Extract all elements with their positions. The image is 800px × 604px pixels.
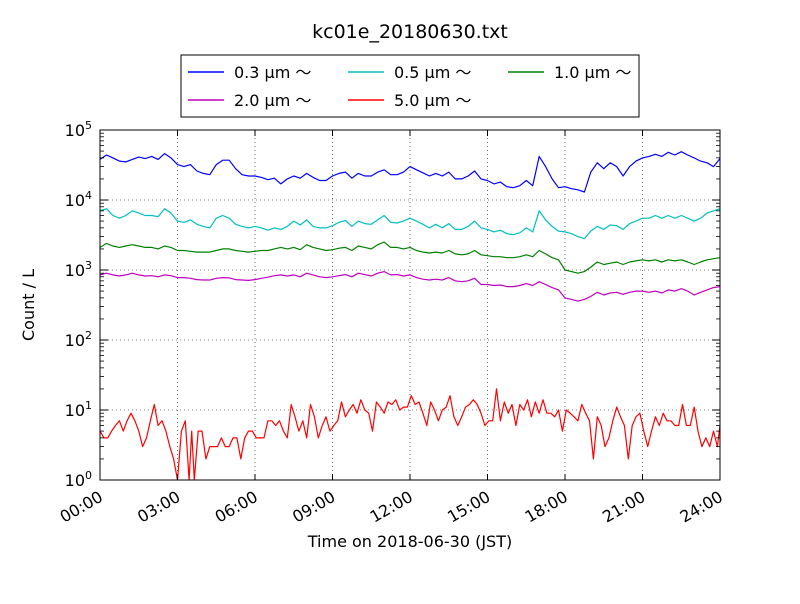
y-tick-exponent: 5 [85,119,92,132]
y-tick-base: 10 [65,261,85,280]
chart-title: kc01e_20180630.txt [312,21,508,43]
y-tick-base: 10 [65,471,85,490]
x-axis-label: Time on 2018-06-30 (JST) [307,532,512,551]
y-tick-base: 10 [65,191,85,210]
y-tick-label: 102 [65,329,92,350]
y-tick-exponent: 1 [85,399,92,412]
y-tick-base: 10 [65,401,85,420]
y-axis-label: Count / L [19,269,38,341]
legend: 0.3 μm ～ 0.5 μm ～ 1.0 μm ～ 2.0 μm ～ 5.0 μm ～ [180,54,640,118]
y-tick-exponent: 4 [85,189,92,202]
y-tick-base: 10 [65,121,85,140]
legend-box [180,54,640,118]
legend-label-2: 1.0 μm ～ [554,63,631,82]
y-tick-label: 101 [65,399,92,420]
y-tick-exponent: 0 [85,469,92,482]
x-tick-label: 09:00 [289,487,338,527]
x-tick-label: 03:00 [134,487,183,527]
series-line-1 [100,208,720,240]
series-layer [100,151,720,480]
legend-label-0: 0.3 μm ～ [234,63,311,82]
x-tick-label: 00:00 [57,487,106,527]
legend-label-1: 0.5 μm ～ [394,63,471,82]
x-tick-label: 24:00 [677,487,726,527]
x-tick-label: 12:00 [367,487,416,527]
plot-area [100,130,720,480]
series-line-0 [100,151,720,193]
y-tick-label: 105 [65,119,92,140]
x-tick-label: 15:00 [444,487,493,527]
legend-label-4: 5.0 μm ～ [394,91,471,110]
legend-label-3: 2.0 μm ～ [234,91,311,110]
x-tick-label: 06:00 [212,487,261,527]
series-line-4 [100,388,720,480]
y-tick-label: 104 [65,189,92,210]
x-tick-label: 21:00 [599,487,648,527]
y-tick-label: 100 [65,469,92,490]
series-line-2 [100,241,720,274]
series-line-3 [100,271,720,302]
grid [100,130,720,480]
y-tick-exponent: 3 [85,259,92,272]
y-tick-base: 10 [65,331,85,350]
x-tick-label: 18:00 [522,487,571,527]
y-tick-label: 103 [65,259,92,280]
y-tick-exponent: 2 [85,329,92,342]
